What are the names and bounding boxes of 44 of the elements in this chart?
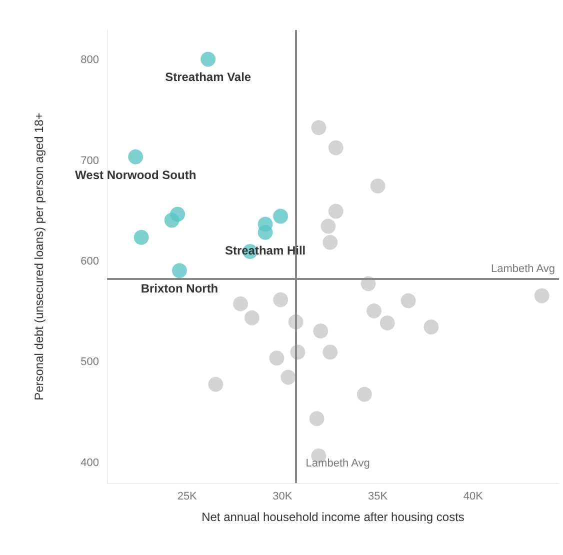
- x-tick-label: 35K: [368, 490, 388, 502]
- ref-line-label: Lambeth Avg: [306, 458, 370, 470]
- point: [134, 230, 149, 245]
- x-tick-label: 30K: [272, 490, 293, 502]
- x-tick-label: 25K: [177, 490, 198, 502]
- point: [380, 315, 395, 330]
- y-axis-title: Personal debt (unsecured loans) per person aged 18+: [32, 112, 46, 400]
- point: [311, 120, 326, 136]
- ref-line-label: Lambeth Avg: [490, 263, 555, 276]
- point: [313, 323, 328, 338]
- point: [244, 310, 260, 326]
- point: [424, 319, 439, 334]
- point: [370, 178, 386, 194]
- point: [273, 208, 288, 224]
- point: [208, 376, 224, 392]
- point: [233, 296, 248, 312]
- y-tick-label: 400: [80, 456, 99, 469]
- point: [320, 218, 336, 234]
- point: [258, 224, 273, 240]
- point: [128, 149, 144, 164]
- y-tick-label: 700: [80, 154, 99, 167]
- x-axis-title: Net annual household income after housing costs: [202, 510, 464, 524]
- point: [322, 234, 338, 250]
- point: [328, 140, 344, 156]
- point: [273, 292, 288, 308]
- point: [366, 303, 382, 318]
- y-tick-label: 500: [80, 356, 99, 368]
- point: [309, 411, 324, 426]
- x-tick-label: 40K: [463, 490, 484, 502]
- point: [172, 263, 187, 278]
- point: [356, 386, 372, 402]
- annotation: Streatham Vale: [165, 70, 252, 84]
- point: [269, 350, 284, 366]
- point: [280, 370, 296, 385]
- point: [534, 288, 550, 304]
- y-tick-label: 600: [80, 256, 99, 268]
- annotation: West Norwood South: [75, 168, 196, 182]
- point: [322, 344, 338, 360]
- annotation: Brixton North: [140, 282, 218, 296]
- point: [200, 52, 216, 67]
- point: [400, 293, 416, 308]
- point: [164, 212, 180, 228]
- point: [328, 204, 344, 219]
- y-tick-label: 800: [80, 54, 99, 66]
